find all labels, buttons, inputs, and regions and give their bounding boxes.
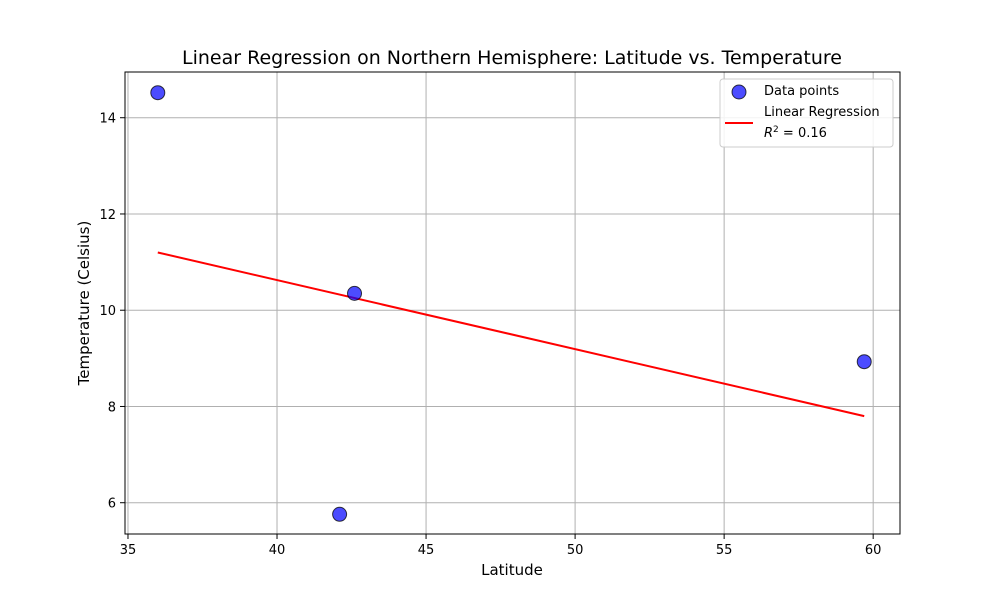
legend: Data points Linear Regression R2 = 0.16 [719, 78, 894, 148]
plot-marks [150, 85, 872, 522]
legend-label-regression: Linear Regression [764, 105, 880, 120]
data-point [332, 506, 348, 522]
x-axis-ticks: 35 40 45 50 55 60 [120, 534, 882, 558]
data-point [150, 85, 166, 101]
y-axis-ticks: 6 8 10 12 14 [99, 112, 125, 512]
legend-r-squared: R2 = 0.16 [764, 125, 827, 141]
regression-line [157, 251, 865, 418]
r2-value: = 0.16 [779, 126, 827, 141]
x-tick-label: 55 [716, 543, 733, 558]
legend-scatter-marker [731, 84, 747, 100]
x-tick-label: 40 [269, 543, 286, 558]
chart-title: Linear Regression on Northern Hemisphere… [182, 47, 842, 69]
y-tick-label: 6 [108, 497, 116, 512]
y-tick-label: 8 [108, 400, 116, 415]
x-axis-label: Latitude [481, 561, 543, 579]
r2-exponent: 2 [773, 125, 779, 135]
x-tick-label: 45 [418, 543, 435, 558]
r2-symbol: R [764, 126, 773, 141]
x-tick-label: 50 [567, 543, 584, 558]
grid-lines [125, 72, 900, 534]
legend-box [719, 78, 894, 148]
x-tick-label: 60 [865, 543, 882, 558]
legend-label-data-points: Data points [764, 84, 839, 99]
y-tick-label: 10 [99, 304, 116, 319]
y-tick-label: 12 [99, 208, 116, 223]
plot-frame [124, 71, 901, 535]
y-tick-label: 14 [99, 112, 116, 127]
data-point [347, 285, 363, 301]
y-axis-label: Temperature (Celsius) [75, 221, 93, 387]
data-point [856, 354, 872, 370]
x-tick-label: 35 [120, 543, 137, 558]
